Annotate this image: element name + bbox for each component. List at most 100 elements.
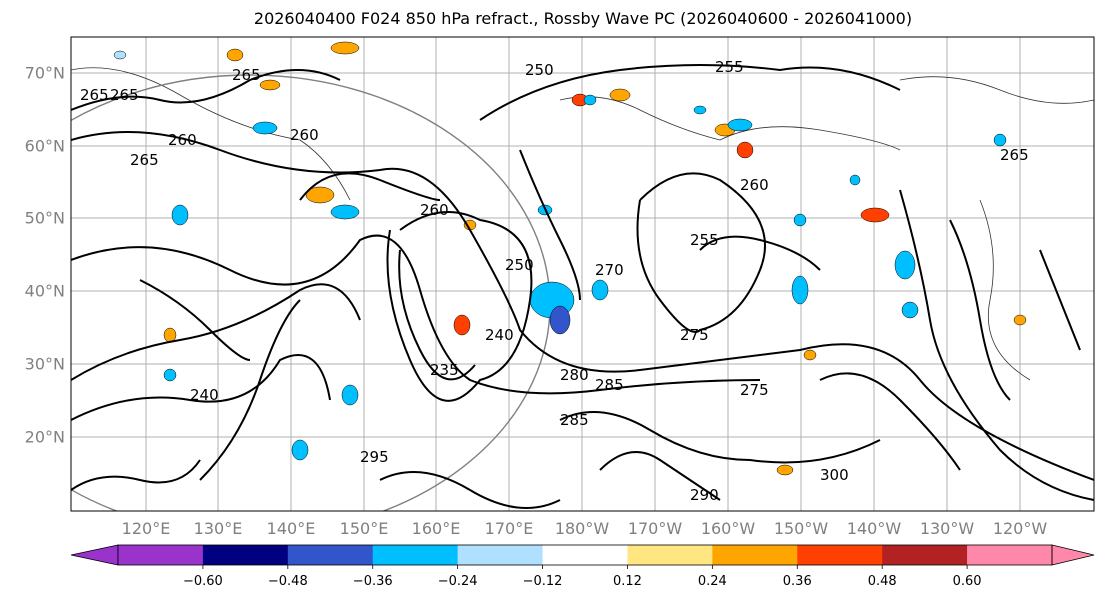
- contour-line: [949, 219, 1011, 401]
- refractivity-contours: [71, 64, 1094, 509]
- anomaly-blob: [993, 133, 1007, 147]
- contour-label: 260: [740, 176, 769, 194]
- colorbar-tick-label: −0.36: [353, 574, 393, 589]
- contour-label: 255: [715, 58, 744, 76]
- contour-line: [479, 64, 901, 121]
- contour-line: [1039, 249, 1081, 351]
- contour-label: 240: [190, 386, 219, 404]
- contour-label: 260: [168, 131, 197, 149]
- colorbar-segment: [712, 545, 798, 565]
- anomaly-blob: [591, 279, 609, 301]
- lon-label: 130°E: [193, 519, 243, 538]
- contour-line: [599, 451, 721, 501]
- contour-label: 240: [485, 326, 514, 344]
- contour-line: [199, 299, 301, 481]
- contour-line: [139, 279, 251, 361]
- colorbar-tick-label: −0.60: [183, 574, 223, 589]
- anomaly-blob: [583, 94, 597, 106]
- anomaly-blob: [113, 50, 127, 60]
- contour-line: [699, 235, 821, 271]
- colorbar-tick-label: −0.24: [438, 574, 478, 589]
- contour-label: 250: [505, 256, 534, 274]
- anomaly-blob: [901, 301, 919, 319]
- colorbar-segment: [457, 545, 543, 565]
- anomaly-blob: [163, 368, 177, 382]
- lon-label: 140°E: [266, 519, 316, 538]
- contour-line: [71, 459, 201, 491]
- colorbar-tick-label: −0.48: [268, 574, 308, 589]
- colorbar-tick-label: 0.36: [783, 574, 812, 589]
- contour-line: [636, 172, 766, 333]
- anomaly-blob: [609, 88, 631, 102]
- anomaly-blob: [171, 204, 189, 226]
- contour-line: [379, 471, 561, 509]
- contour-label: 275: [680, 326, 709, 344]
- colorbar-segment: [372, 545, 458, 565]
- contour-line: [819, 372, 961, 471]
- anomaly-blob: [860, 207, 890, 223]
- contour-line: [386, 211, 533, 402]
- contour-label: 295: [360, 448, 389, 466]
- colorbar-tick-label: 0.60: [953, 574, 982, 589]
- lon-label: 160°E: [411, 519, 461, 538]
- contour-line: [71, 283, 361, 381]
- colorbar-segment: [118, 545, 204, 565]
- anomaly-blob: [894, 250, 916, 280]
- contour-line: [71, 234, 761, 395]
- shaded-anomaly-regions: [113, 41, 1027, 476]
- anomaly-blob: [305, 186, 335, 204]
- anomaly-blob: [341, 384, 359, 406]
- graticule-gridlines: [71, 37, 1094, 511]
- anomaly-blob: [291, 439, 309, 461]
- colorbar-segment: [542, 545, 628, 565]
- contour-label: 265: [232, 66, 261, 84]
- contour-line: [398, 249, 476, 381]
- colorbar-tick-label: 0.24: [698, 574, 727, 589]
- contour-label: 250: [525, 61, 554, 79]
- contour-label: 265: [80, 86, 109, 104]
- colorbar-extend-min: [70, 544, 119, 566]
- lat-label: 50°N: [24, 208, 65, 228]
- colorbar-frame: [117, 544, 1053, 566]
- contour-label: 265: [1000, 146, 1029, 164]
- lat-label: 40°N: [24, 281, 65, 301]
- anomaly-blob: [727, 118, 753, 132]
- colorbar: −0.60 −0.48 −0.36 −0.24 −0.12 0.12 0.24 0.36 0.4…: [70, 544, 1095, 589]
- lon-label: 170°W: [627, 519, 683, 538]
- colorbar-segment: [202, 545, 289, 565]
- contour-line: [299, 172, 441, 201]
- contour-label: 285: [560, 411, 589, 429]
- anomaly-blob: [1013, 314, 1027, 326]
- colorbar-tick-label: 0.48: [868, 574, 897, 589]
- anomaly-blob: [549, 305, 571, 335]
- lat-label: 70°N: [24, 63, 65, 83]
- anomaly-blob: [330, 41, 360, 55]
- anomaly-blob: [776, 464, 794, 476]
- lon-label: 170°E: [484, 519, 534, 538]
- anomaly-blob: [259, 79, 281, 91]
- anomaly-blob: [803, 349, 817, 361]
- coastlines: [71, 67, 1094, 381]
- anomaly-blob: [453, 314, 471, 336]
- anomaly-blob: [226, 48, 244, 62]
- contour-line: [559, 411, 881, 464]
- lon-label: 150°W: [773, 519, 829, 538]
- lon-label: 150°E: [339, 519, 389, 538]
- contour-label: 275: [740, 381, 769, 399]
- contour-line: [899, 189, 1094, 501]
- anomaly-blob: [736, 141, 754, 159]
- contour-line: [71, 69, 341, 111]
- lat-label: 30°N: [24, 354, 65, 374]
- lat-label: 20°N: [24, 427, 65, 447]
- contour-line: [71, 354, 331, 421]
- contour-label: 260: [290, 126, 319, 144]
- anomaly-blob: [330, 204, 360, 220]
- lon-label: 130°W: [919, 519, 975, 538]
- colorbar-segment: [882, 545, 968, 565]
- chart-title: 2026040400 F024 850 hPa refract., Rossby…: [253, 9, 913, 28]
- contour-line: [71, 131, 1094, 481]
- colorbar-tick-label: −0.12: [523, 574, 563, 589]
- colorbar-segment: [967, 545, 1053, 565]
